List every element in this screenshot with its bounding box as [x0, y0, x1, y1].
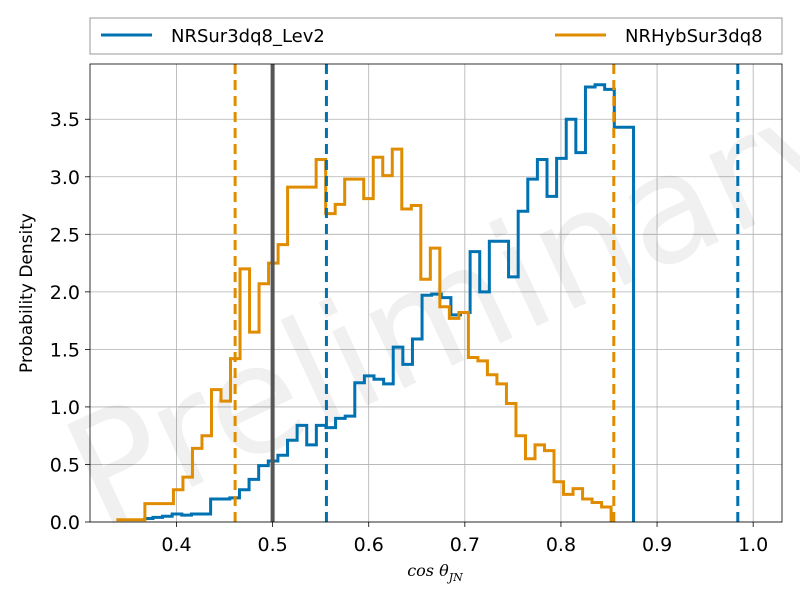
- y-tick-label: 1.5: [50, 339, 80, 361]
- legend-label-nrsur: NRSur3dq8_Lev2: [171, 26, 325, 47]
- y-tick-label: 2.0: [50, 282, 80, 304]
- x-tick-label: 0.9: [642, 534, 672, 556]
- y-tick-label: 2.5: [50, 224, 80, 246]
- legend: NRSur3dq8_Lev2 NRHybSur3dq8: [89, 17, 783, 55]
- x-axis-label: cos θJN: [407, 561, 463, 584]
- x-tick-label: 0.8: [546, 534, 576, 556]
- y-tick-label: 0.0: [50, 512, 80, 534]
- legend-label-nrhybsur: NRHybSur3dq8: [625, 26, 763, 47]
- y-tick-label: 0.5: [50, 454, 80, 476]
- series-layer: [116, 83, 636, 522]
- x-tick-label: 0.4: [161, 534, 191, 556]
- histogram-series-1: [116, 147, 613, 522]
- y-tick-label: 3.5: [50, 109, 80, 131]
- x-axis-label-main: cos θ: [407, 561, 449, 580]
- legend-box: [89, 17, 783, 55]
- y-axis-label: Probability Density: [17, 213, 37, 373]
- x-axis-ticks: 0.4 0.5 0.6 0.7 0.8 0.9 1.0: [161, 522, 768, 556]
- y-tick-label: 3.0: [50, 167, 80, 189]
- y-tick-label: 1.0: [50, 397, 80, 419]
- y-axis-ticks: 0.0 0.5 1.0 1.5 2.0 2.5 3.0 3.5: [50, 109, 90, 534]
- credible-interval-lines: [233, 64, 740, 522]
- x-axis-label-subscript: JN: [447, 571, 463, 584]
- histogram-series-0: [143, 83, 636, 522]
- x-tick-label: 1.0: [738, 534, 768, 556]
- x-tick-label: 0.7: [450, 534, 480, 556]
- plot-frame: [89, 63, 783, 523]
- x-tick-label: 0.6: [354, 534, 384, 556]
- x-tick-label: 0.5: [258, 534, 288, 556]
